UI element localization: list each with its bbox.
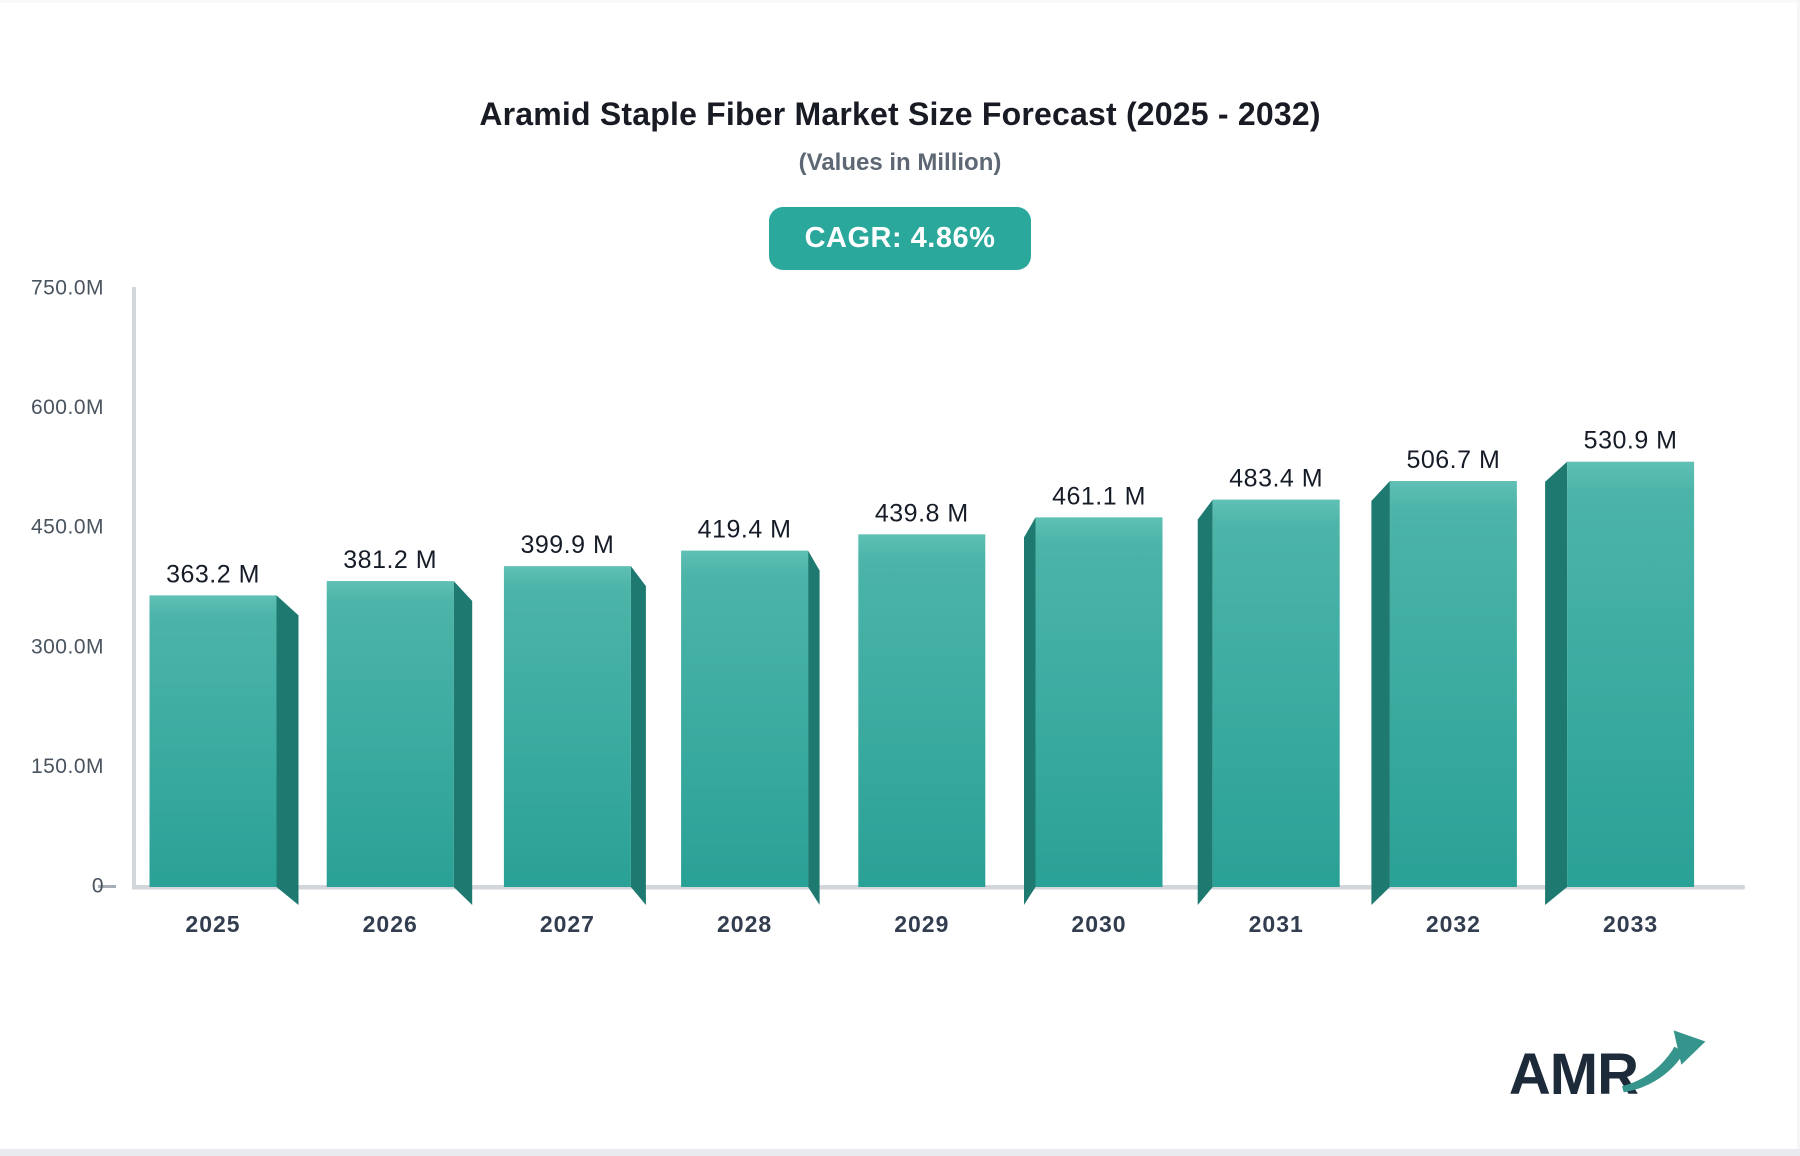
bar <box>149 595 277 887</box>
bar <box>1567 461 1695 887</box>
bar-side <box>453 581 473 905</box>
chart-header: Aramid Staple Fiber Market Size Forecast… <box>0 0 1800 270</box>
page-right-border <box>1797 0 1800 1156</box>
x-axis-year-label: 2028 <box>717 911 772 937</box>
x-axis-year-label: 2031 <box>1249 911 1304 937</box>
bar <box>1212 499 1340 887</box>
bar-value-label: 461.1 M <box>1052 482 1146 510</box>
page-bottom-border <box>0 1149 1800 1156</box>
y-axis-line <box>132 287 136 890</box>
bar <box>1389 480 1517 887</box>
y-tick-label: 750.0M <box>31 277 104 300</box>
bar <box>503 566 631 887</box>
y-tick-label: 600.0M <box>31 396 104 419</box>
bar-side <box>808 550 820 905</box>
bar-side <box>1024 517 1036 905</box>
x-axis-year-label: 2030 <box>1071 911 1126 937</box>
cagr-badge: CAGR: 4.86% <box>768 207 1032 270</box>
bar-side <box>276 595 299 905</box>
bar-value-label: 530.9 M <box>1584 427 1678 455</box>
y-tick-label: 150.0M <box>31 755 104 778</box>
x-axis-year-label: 2033 <box>1603 911 1658 937</box>
bar-value-label: 363.2 M <box>166 560 260 588</box>
bar <box>326 581 454 887</box>
bar-value-label: 419.4 M <box>698 516 792 544</box>
amr-logo: AMR <box>1509 1028 1708 1104</box>
bar-value-label: 483.4 M <box>1229 465 1323 493</box>
bar-side <box>1371 480 1390 905</box>
x-axis-year-label: 2029 <box>894 911 949 937</box>
logo-text: AMR <box>1508 1042 1639 1107</box>
logo-arrow-icon <box>1622 1030 1706 1093</box>
bar-value-label: 381.2 M <box>343 546 437 574</box>
y-tick-label: 450.0M <box>31 516 104 539</box>
bar <box>681 550 809 887</box>
bar <box>1035 517 1163 887</box>
chart-subtitle: (Values in Million) <box>798 149 1002 176</box>
bar-side <box>1197 499 1213 905</box>
x-axis-year-label: 2025 <box>185 911 240 937</box>
y-tick-label: 0 <box>92 875 104 898</box>
x-axis-year-label: 2026 <box>363 911 418 937</box>
bar <box>858 534 986 887</box>
chart-title: Aramid Staple Fiber Market Size Forecast… <box>479 96 1321 132</box>
zero-tick-mark <box>98 885 116 888</box>
bar-value-label: 399.9 M <box>520 531 614 559</box>
bar-side <box>630 566 646 905</box>
x-axis-year-label: 2027 <box>540 911 595 937</box>
bar-value-label: 506.7 M <box>1406 446 1500 474</box>
bar-side <box>1545 461 1568 905</box>
x-axis-year-label: 2032 <box>1426 911 1481 937</box>
page-top-border <box>0 0 1800 3</box>
y-tick-label: 300.0M <box>31 635 104 658</box>
bar-value-label: 439.8 M <box>875 499 969 527</box>
